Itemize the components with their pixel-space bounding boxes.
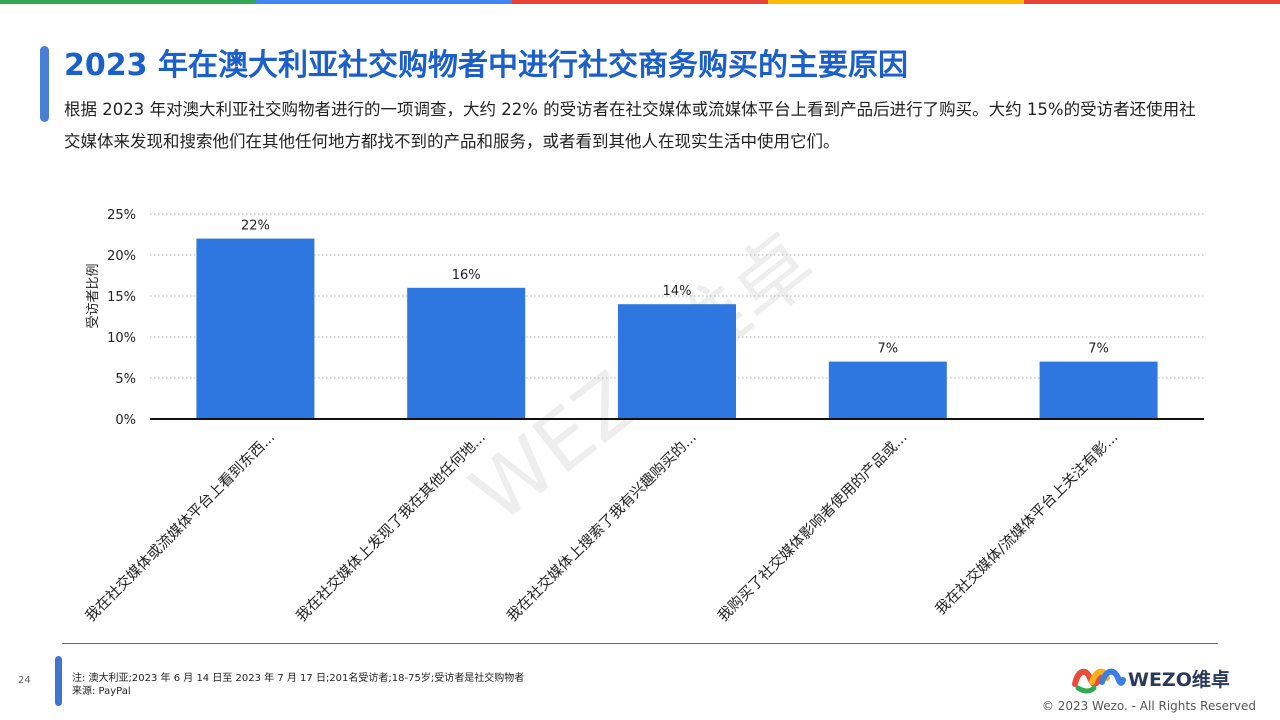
y-tick-label: 10% <box>107 331 136 346</box>
logo-text: WEZO维卓 <box>1128 669 1230 691</box>
bar-chart: WEZO维卓 22%我在社交媒体或流媒体平台上看到东西...16%我在社交媒体上… <box>81 208 1204 625</box>
y-tick-label: 15% <box>107 290 136 305</box>
footnote: 注: 澳大利亚;2023 年 6 月 14 日至 2023 年 7 月 17 日… <box>72 672 524 698</box>
page-number: 24 <box>18 675 31 686</box>
y-tick-label: 0% <box>115 413 136 428</box>
x-tick-label: 我购买了社交媒体影响者使用的产品或... <box>714 428 911 625</box>
top-bar-segment-red2 <box>1024 0 1280 4</box>
top-bar-segment-blue <box>256 0 512 4</box>
top-bar-segment-green <box>0 0 256 4</box>
note-text: 注: 澳大利亚;2023 年 6 月 14 日至 2023 年 7 月 17 日… <box>72 673 525 684</box>
top-bar-segment-yellow <box>768 0 1024 4</box>
data-label: 16% <box>452 268 481 283</box>
footer-accent-bar <box>55 656 62 706</box>
wezo-logo-mark-icon <box>1072 668 1126 694</box>
page-subtitle: 根据 2023 年对澳大利亚社交购物者进行的一项调查，大约 22% 的受访者在社… <box>64 100 1196 151</box>
bar <box>196 238 315 419</box>
y-tick-label: 5% <box>115 372 136 387</box>
data-label: 7% <box>1088 342 1109 357</box>
top-color-bar <box>0 0 1280 4</box>
data-label: 22% <box>241 219 270 234</box>
x-tick-label: 我在社交媒体上发现了我在其他任何地... <box>292 428 489 625</box>
footer-divider <box>62 643 1218 644</box>
y-tick-label: 25% <box>107 208 136 223</box>
bar <box>1039 361 1158 419</box>
y-tick-label: 20% <box>107 249 136 264</box>
data-label: 14% <box>663 284 692 299</box>
x-tick-label: 我在社交媒体/流媒体平台上关注有影... <box>931 428 1121 618</box>
bar <box>828 361 947 419</box>
bar <box>618 304 736 419</box>
y-axis-label: 受访者比例 <box>86 263 101 328</box>
top-bar-segment-red <box>512 0 768 4</box>
title-accent-bar <box>40 46 49 122</box>
wezo-logo: WEZO维卓 <box>1072 662 1242 694</box>
x-tick-label: 我在社交媒体或流媒体平台上看到东西... <box>81 428 278 625</box>
bar <box>407 287 526 419</box>
copyright: © 2023 Wezo. - All Rights Reserved <box>1041 699 1256 713</box>
page-title: 2023 年在澳大利亚社交购物者中进行社交商务购买的主要原因 <box>64 48 908 83</box>
source-text: 来源: PayPal <box>72 686 131 697</box>
data-label: 7% <box>877 342 898 357</box>
